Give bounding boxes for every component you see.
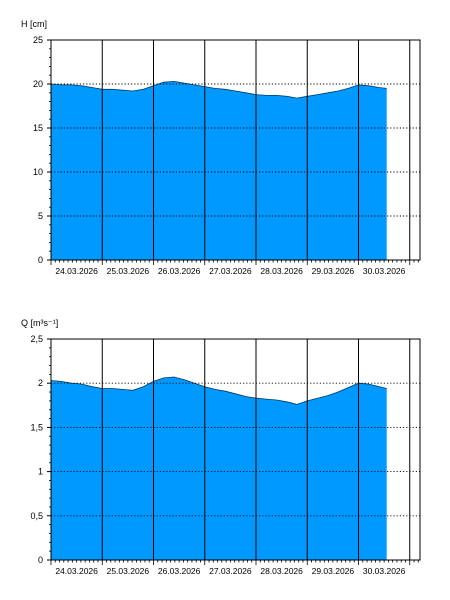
water-level-chart: 0 5 10 15 20 25 24.03.2026 25.03.2026 26.03.2026… xyxy=(21,19,421,276)
plot-frame xyxy=(50,338,421,561)
y-tick-label: 0 xyxy=(38,555,43,565)
x-tick-label: 28.03.2026 xyxy=(260,266,303,276)
series-line xyxy=(50,80,387,99)
y-tick-label: 2,5 xyxy=(30,334,43,344)
x-tick-label: 27.03.2026 xyxy=(209,566,252,576)
x-tick-label: 29.03.2026 xyxy=(312,266,355,276)
x-tick-label: 25.03.2026 xyxy=(107,566,150,576)
y-tick-label: 0,5 xyxy=(30,511,43,521)
y-tick-label: 10 xyxy=(33,167,43,177)
y-axis-label: H [cm] xyxy=(21,19,47,29)
discharge-chart: 0 0,5 1 1,5 2 2,5 24.03.2026 25.03.2026 26.03.20… xyxy=(21,318,421,576)
y-tick-label: 5 xyxy=(38,211,43,221)
x-tick-label: 29.03.2026 xyxy=(312,566,355,576)
x-tick-label: 26.03.2026 xyxy=(158,266,201,276)
y-tick-label: 2 xyxy=(38,378,43,388)
series-line xyxy=(50,376,387,405)
y-tick-label: 1 xyxy=(38,467,43,477)
y-tick-label: 1,5 xyxy=(30,422,43,432)
y-tick-label: 20 xyxy=(33,79,43,89)
series-area xyxy=(51,81,387,261)
y-tick-label: 0 xyxy=(38,255,43,265)
series-area xyxy=(51,377,387,560)
x-tick-label: 24.03.2026 xyxy=(55,566,98,576)
x-tick-label: 30.03.2026 xyxy=(363,266,406,276)
y-tick-label: 25 xyxy=(33,35,43,45)
x-tick-label: 27.03.2026 xyxy=(209,266,252,276)
x-tick-label: 30.03.2026 xyxy=(363,566,406,576)
plot-frame xyxy=(50,39,421,261)
x-tick-label: 26.03.2026 xyxy=(158,566,201,576)
x-tick-label: 25.03.2026 xyxy=(107,266,150,276)
y-tick-label: 15 xyxy=(33,123,43,133)
x-tick-label: 24.03.2026 xyxy=(55,266,98,276)
x-tick-label: 28.03.2026 xyxy=(260,566,303,576)
y-axis-label: Q [m³s⁻¹] xyxy=(21,318,58,328)
